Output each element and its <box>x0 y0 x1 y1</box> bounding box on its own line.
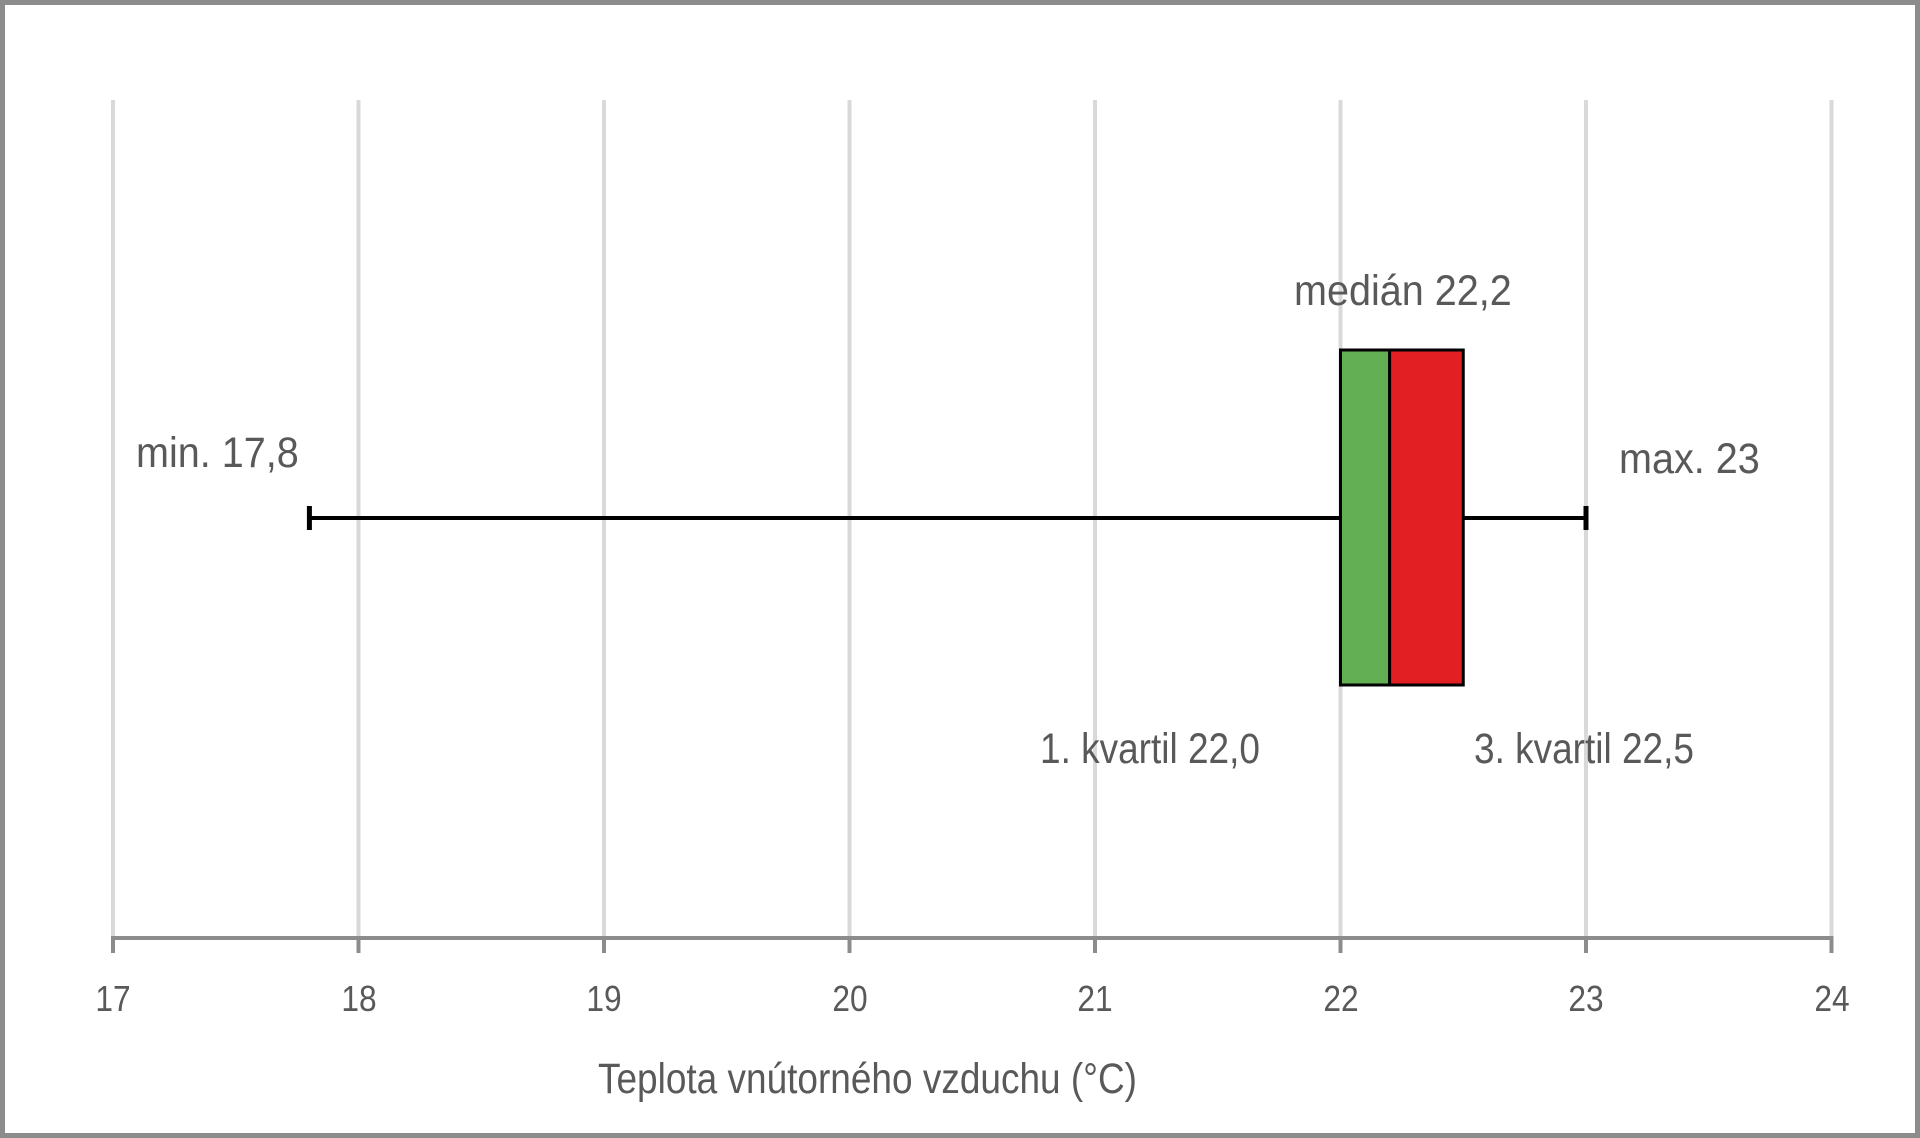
x-tick-label: 19 <box>586 978 622 1019</box>
q1-annotation: 1. kvartil 22,0 <box>1040 725 1260 773</box>
q3-annotation: 3. kvartil 22,5 <box>1474 725 1694 773</box>
median-annotation: medián 22,2 <box>1294 267 1512 315</box>
x-tick-label: 22 <box>1322 978 1359 1019</box>
upper-box-median-q3 <box>1388 348 1465 687</box>
min-annotation: min. 17,8 <box>136 429 299 477</box>
box <box>1339 348 1465 687</box>
x-tick-label: 20 <box>831 978 868 1019</box>
lower-box-q1-median <box>1339 348 1392 687</box>
whisker <box>306 506 1589 530</box>
x-axis <box>111 936 1834 953</box>
x-axis-title: Teplota vnútorného vzduchu (°C) <box>598 1055 1137 1103</box>
x-tick-label: 18 <box>340 978 377 1019</box>
max-annotation: max. 23 <box>1619 435 1760 483</box>
x-tick-label: 24 <box>1813 978 1850 1019</box>
x-tick-label: 17 <box>95 978 131 1019</box>
x-tick-label: 23 <box>1568 978 1604 1019</box>
x-tick-label: 21 <box>1077 978 1113 1019</box>
